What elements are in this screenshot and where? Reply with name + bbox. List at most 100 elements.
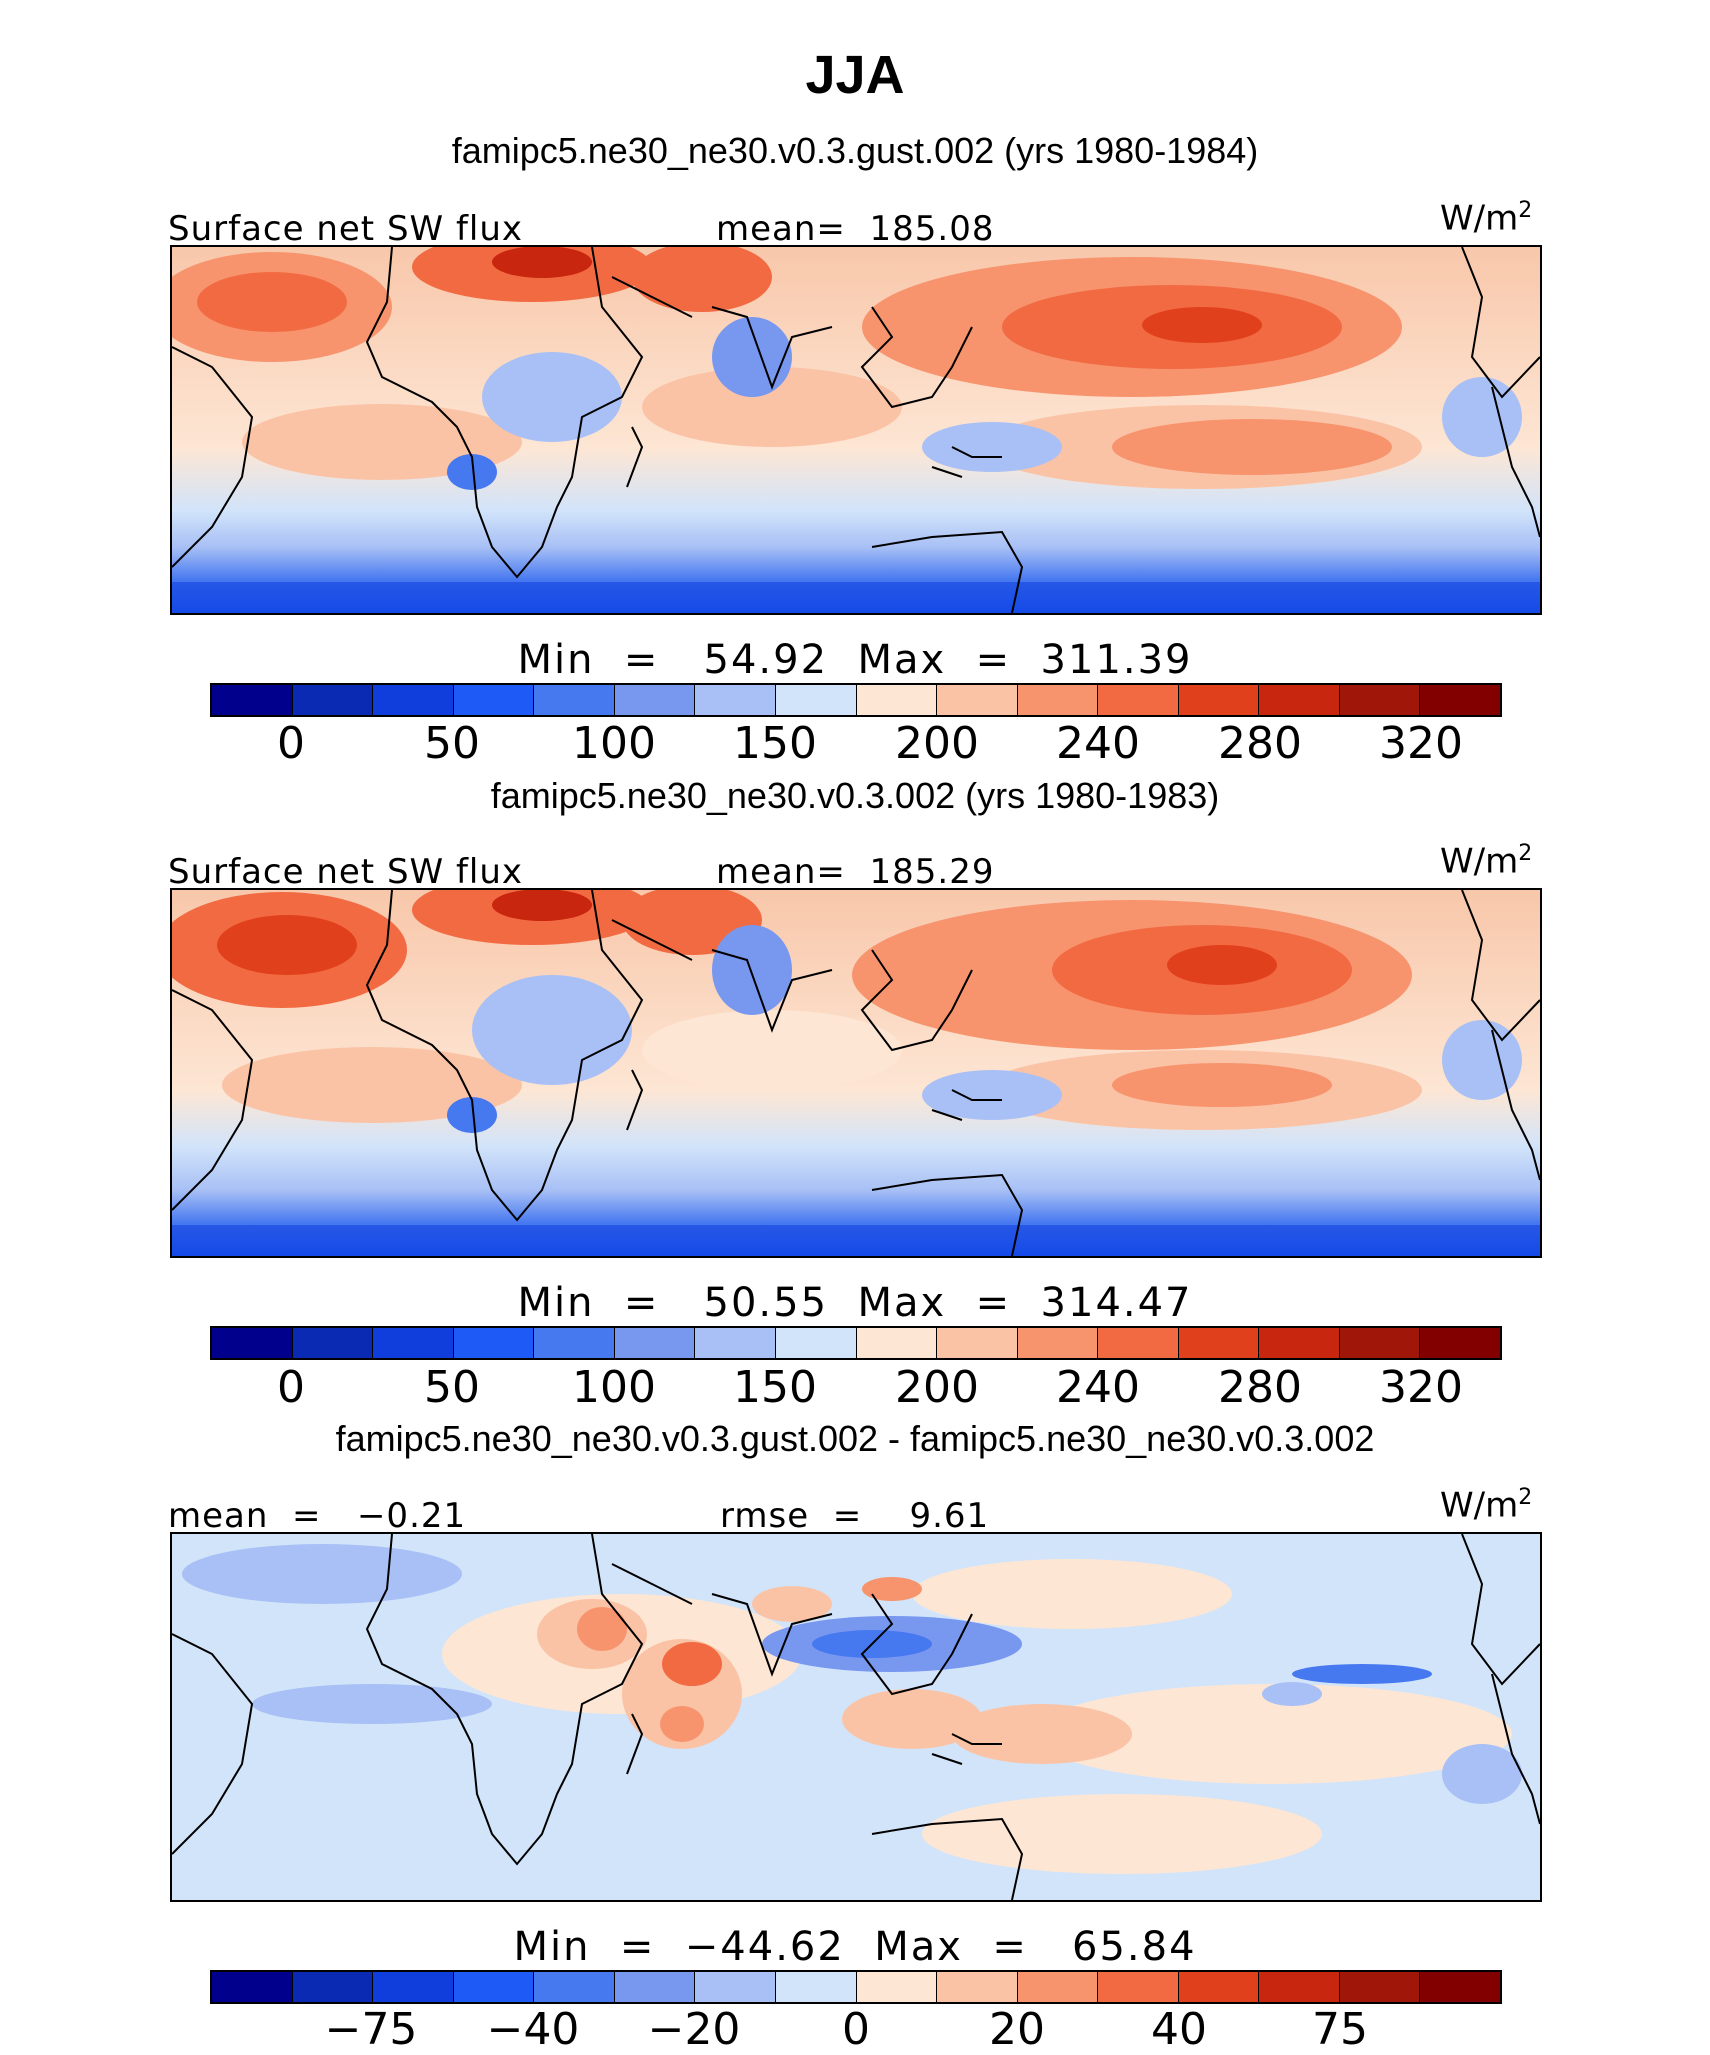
colorbar-cell <box>1017 685 1099 715</box>
colorbar-cell <box>937 685 1018 715</box>
figure-title: JJA <box>805 45 905 105</box>
panel2-colorbar <box>210 1326 1502 1360</box>
colorbar-cell <box>775 1328 857 1358</box>
panel3-tick-label: −75 <box>324 2004 418 2055</box>
panel1-australia-coast <box>871 530 1024 613</box>
panel2-units: W/m2 <box>1440 841 1533 882</box>
colorbar-cell <box>937 1328 1018 1358</box>
panel1-tick-label: 200 <box>895 718 979 769</box>
colorbar-cell <box>775 685 857 715</box>
panel1-tick-label: 280 <box>1218 718 1302 769</box>
colorbar-cell <box>453 1972 535 2002</box>
colorbar-cell <box>534 1972 615 2002</box>
panel1-tick-label: 240 <box>1056 718 1140 769</box>
colorbar-cell <box>614 1972 696 2002</box>
panel2-india-coast <box>711 949 833 1033</box>
colorbar-cell <box>856 1972 938 2002</box>
colorbar-cell <box>937 1972 1018 2002</box>
panel2-namerica-coast <box>1461 890 1540 1042</box>
panel3-australia-coast <box>871 1817 1024 1900</box>
panel2-africa-coast <box>365 890 644 1222</box>
colorbar-cell <box>1420 1328 1500 1358</box>
panel1-min-max: Min = 54.92 Max = 311.39 <box>517 637 1193 683</box>
panel2-tick-label: 150 <box>733 1362 817 1413</box>
panel2-africa-low <box>472 975 632 1085</box>
colorbar-cell <box>292 1972 374 2002</box>
panel1-asia-coast <box>860 306 973 409</box>
colorbar-cell <box>1259 685 1340 715</box>
panel1-case-title: famipc5.ne30_ne30.v0.3.gust.002 (yrs 198… <box>451 130 1259 171</box>
panel1-tick-label: 150 <box>733 718 817 769</box>
panel1-india-coast <box>711 306 833 390</box>
panel1-mean-label: mean= 185.08 <box>716 209 995 249</box>
colorbar-cell <box>1339 685 1421 715</box>
panel1-tick-label: 0 <box>277 718 305 769</box>
panel2-tick-label: 200 <box>895 1362 979 1413</box>
panel2-tick-label: 320 <box>1379 1362 1463 1413</box>
colorbar-cell <box>534 1328 615 1358</box>
colorbar-cell <box>212 1972 293 2002</box>
panel1-variable-label: Surface net SW flux <box>168 209 524 249</box>
colorbar-cell <box>1259 1328 1340 1358</box>
panel2-case-title: famipc5.ne30_ne30.v0.3.002 (yrs 1980-198… <box>490 775 1220 816</box>
colorbar-cell <box>212 1328 293 1358</box>
colorbar-cell <box>856 685 938 715</box>
colorbar-cell <box>695 1328 776 1358</box>
panel3-tick-label: −20 <box>647 2004 741 2055</box>
panel2-variable-label: Surface net SW flux <box>168 852 524 892</box>
colorbar-cell <box>1017 1972 1099 2002</box>
colorbar-cell <box>292 685 374 715</box>
colorbar-cell <box>695 685 776 715</box>
panel3-tick-label: 20 <box>989 2004 1045 2055</box>
panel3-map <box>170 1532 1542 1902</box>
panel1-africa-low <box>482 352 622 442</box>
panel3-tick-label: 0 <box>842 2004 870 2055</box>
panel3-india-coast <box>711 1593 833 1677</box>
panel1-africa-coast <box>365 247 644 579</box>
panel1-colorbar <box>210 683 1502 717</box>
panel3-africa-coast <box>365 1534 644 1866</box>
panel2-map <box>170 888 1542 1258</box>
panel1-map <box>170 245 1542 615</box>
colorbar-cell <box>695 1972 776 2002</box>
colorbar-cell <box>453 1328 535 1358</box>
panel3-tick-label: 40 <box>1151 2004 1207 2055</box>
panel1-tick-label: 320 <box>1379 718 1463 769</box>
colorbar-cell <box>373 1972 454 2002</box>
panel3-case-title: famipc5.ne30_ne30.v0.3.gust.002 - famipc… <box>335 1418 1375 1459</box>
panel1-samerica-coast <box>172 346 254 568</box>
panel3-tick-label: −40 <box>486 2004 580 2055</box>
colorbar-cell <box>1420 1972 1500 2002</box>
panel3-asia-coast <box>860 1593 973 1696</box>
colorbar-cell <box>1017 1328 1099 1358</box>
panel3-itcz-negative <box>1292 1664 1432 1684</box>
panel2-min-max: Min = 50.55 Max = 314.47 <box>517 1280 1193 1326</box>
panel3-rmse-label: rmse = 9.61 <box>720 1496 990 1536</box>
panel1-namerica-coast <box>1461 247 1540 399</box>
colorbar-cell <box>775 1972 857 2002</box>
panel2-south-atlantic-high <box>222 1047 522 1123</box>
colorbar-cell <box>1339 1972 1421 2002</box>
colorbar-cell <box>614 685 696 715</box>
colorbar-cell <box>1178 1328 1260 1358</box>
colorbar-cell <box>534 685 615 715</box>
panel2-australia-coast <box>871 1173 1024 1256</box>
colorbar-cell <box>1178 685 1260 715</box>
panel3-units: W/m2 <box>1440 1485 1533 1526</box>
colorbar-cell <box>292 1328 374 1358</box>
panel3-tick-label: 75 <box>1312 2004 1368 2055</box>
colorbar-cell <box>373 1328 454 1358</box>
panel2-tick-label: 50 <box>424 1362 480 1413</box>
panel2-tick-label: 280 <box>1218 1362 1302 1413</box>
colorbar-cell <box>1098 1972 1179 2002</box>
panel3-min-max: Min = −44.62 Max = 65.84 <box>513 1924 1197 1970</box>
colorbar-cell <box>856 1328 938 1358</box>
panel1-units: W/m2 <box>1440 198 1533 239</box>
panel2-tick-label: 0 <box>277 1362 305 1413</box>
panel2-mean-label: mean= 185.29 <box>716 852 995 892</box>
colorbar-cell <box>1259 1972 1340 2002</box>
panel2-tick-label: 100 <box>572 1362 656 1413</box>
panel2-tick-label: 240 <box>1056 1362 1140 1413</box>
colorbar-cell <box>1178 1972 1260 2002</box>
colorbar-cell <box>614 1328 696 1358</box>
